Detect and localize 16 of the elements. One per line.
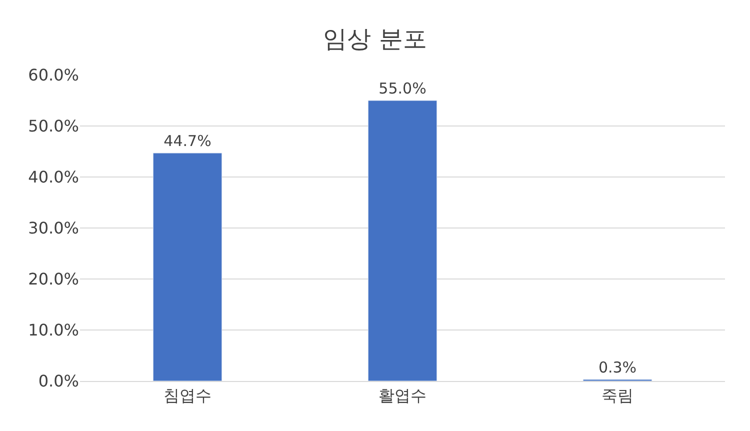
data-label: 44.7% bbox=[164, 132, 212, 150]
data-label: 55.0% bbox=[378, 80, 426, 98]
y-tick-label: 50.0% bbox=[28, 116, 79, 136]
x-tick-label: 죽림 bbox=[602, 386, 634, 406]
y-tick-label: 20.0% bbox=[28, 270, 79, 289]
bar bbox=[152, 152, 222, 381]
chart-title: 임상 분포 bbox=[323, 24, 427, 53]
x-tick-label: 활엽수 bbox=[378, 386, 426, 406]
y-tick-label: 0.0% bbox=[38, 372, 79, 391]
y-tick-label: 10.0% bbox=[28, 320, 79, 340]
data-label: 0.3% bbox=[598, 358, 637, 376]
y-tick-label: 40.0% bbox=[28, 168, 79, 187]
y-tick-label: 30.0% bbox=[28, 218, 79, 238]
y-tick-label: 60.0% bbox=[28, 66, 79, 85]
x-tick-label: 침엽수 bbox=[164, 386, 212, 406]
bar bbox=[368, 100, 438, 381]
